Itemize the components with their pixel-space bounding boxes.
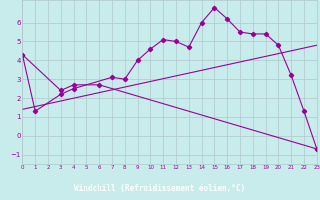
Text: Windchill (Refroidissement éolien,°C): Windchill (Refroidissement éolien,°C) (75, 184, 245, 193)
